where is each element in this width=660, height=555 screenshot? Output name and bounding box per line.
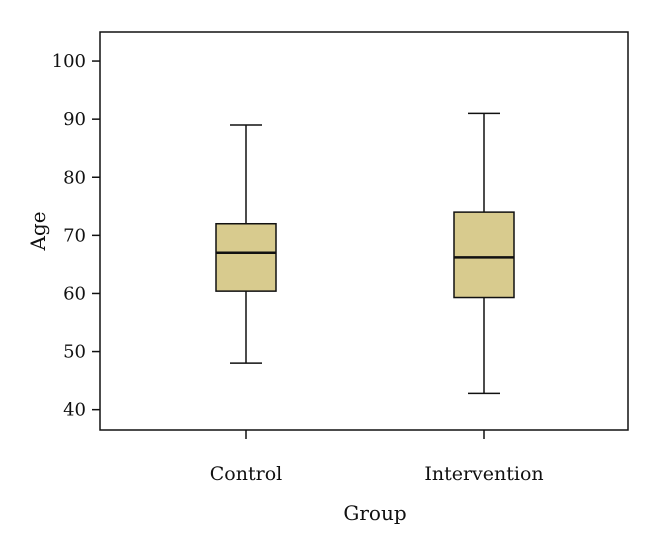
x-tick-label: Control <box>210 463 282 485</box>
y-axis-title: Age <box>26 211 50 251</box>
iqr-box <box>215 222 277 292</box>
y-axis-ticks: 40 50 60 70 80 90 100 <box>52 51 100 421</box>
box-group-intervention <box>453 112 515 395</box>
iqr-box <box>453 211 515 299</box>
y-tick-label: 100 <box>52 51 86 72</box>
box-group-control <box>215 124 277 364</box>
y-tick-label: 70 <box>63 225 86 246</box>
x-axis-ticks: Control Intervention <box>210 430 544 485</box>
plot-frame <box>99 31 629 431</box>
y-tick-label: 90 <box>63 109 86 130</box>
y-tick-label: 50 <box>63 342 86 363</box>
box-series <box>215 112 515 395</box>
y-tick-label: 80 <box>63 167 86 188</box>
y-tick-label: 60 <box>63 283 86 304</box>
x-tick-label: Intervention <box>424 463 543 485</box>
x-axis-title: Group <box>343 501 406 525</box>
y-tick-label: 40 <box>63 400 86 421</box>
